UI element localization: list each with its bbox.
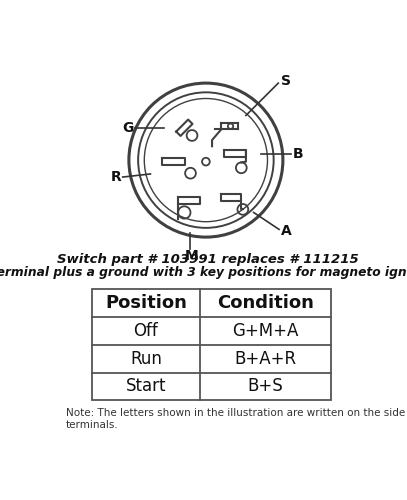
Text: Switch part # 103991 replaces # 111215: Switch part # 103991 replaces # 111215 [57,252,359,266]
Text: S: S [280,74,291,88]
Text: B: B [293,147,304,161]
Text: Position: Position [105,294,187,312]
Text: B+A+R: B+A+R [234,350,296,368]
Text: G+M+A: G+M+A [232,322,298,340]
Text: Start: Start [126,378,166,396]
Text: R: R [110,170,121,184]
Text: Run: Run [130,350,162,368]
Bar [92,290,330,401]
Text: Off: Off [133,322,158,340]
Text: A: A [281,224,292,238]
Text: Condition: Condition [217,294,314,312]
Text: B+S: B+S [247,378,283,396]
Text: M: M [184,248,198,262]
Text: G: G [123,121,134,135]
Text: Note: The letters shown in the illustration are written on the side of the
termi: Note: The letters shown in the illustrat… [66,408,407,430]
Text: 5 terminal plus a ground with 3 key positions for magneto ignition: 5 terminal plus a ground with 3 key posi… [0,266,407,278]
